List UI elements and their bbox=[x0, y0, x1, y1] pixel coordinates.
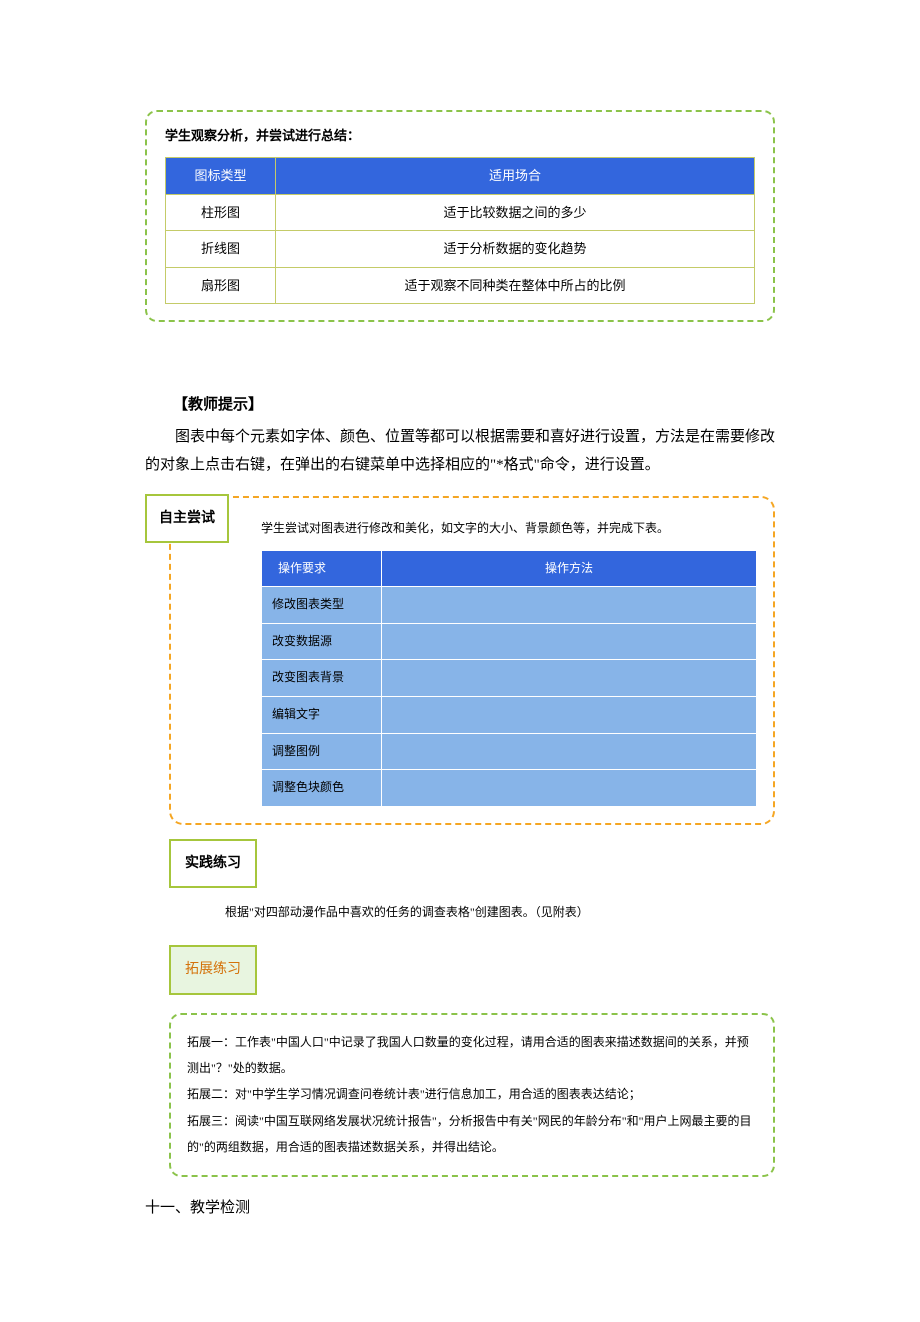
observation-title: 学生观察分析，并尝试进行总结： bbox=[165, 124, 755, 147]
operations-table: 操作要求 操作方法 修改图表类型 改变数据源 改变图表背景 编 bbox=[261, 550, 757, 807]
table-row: 扇形图 适于观察不同种类在整体中所占的比例 bbox=[166, 267, 755, 303]
practice-label: 实践练习 bbox=[169, 839, 257, 888]
extension-label: 拓展练习 bbox=[169, 945, 257, 994]
extension-item: 拓展一：工作表"中国人口"中记录了我国人口数量的变化过程，请用合适的图表来描述数… bbox=[187, 1029, 757, 1082]
table-row: 修改图表类型 bbox=[262, 587, 757, 624]
self-try-box: 学生尝试对图表进行修改和美化，如文字的大小、背景颜色等，并完成下表。 操作要求 … bbox=[169, 496, 775, 825]
cell-op-req: 改变图表背景 bbox=[262, 660, 382, 697]
cell-use-case: 适于观察不同种类在整体中所占的比例 bbox=[276, 267, 755, 303]
table-row: 调整图例 bbox=[262, 733, 757, 770]
extension-box: 拓展一：工作表"中国人口"中记录了我国人口数量的变化过程，请用合适的图表来描述数… bbox=[169, 1013, 775, 1177]
cell-op-req: 改变数据源 bbox=[262, 623, 382, 660]
table-header-row: 图标类型 适用场合 bbox=[166, 158, 755, 194]
cell-op-req: 调整图例 bbox=[262, 733, 382, 770]
header-use-case: 适用场合 bbox=[276, 158, 755, 194]
cell-op-method bbox=[382, 696, 757, 733]
table-row: 改变图表背景 bbox=[262, 660, 757, 697]
practice-note: 根据"对四部动漫作品中喜欢的任务的调查表格"创建图表。（见附表） bbox=[145, 902, 775, 924]
cell-op-method bbox=[382, 587, 757, 624]
cell-op-method bbox=[382, 770, 757, 807]
table-row: 改变数据源 bbox=[262, 623, 757, 660]
self-try-tab: 自主尝试 bbox=[145, 494, 229, 543]
cell-chart-type: 柱形图 bbox=[166, 194, 276, 230]
table-row: 调整色块颜色 bbox=[262, 770, 757, 807]
header-op-method: 操作方法 bbox=[382, 550, 757, 587]
cell-use-case: 适于分析数据的变化趋势 bbox=[276, 231, 755, 267]
cell-op-method bbox=[382, 660, 757, 697]
extension-item: 拓展二：对"中学生学习情况调查问卷统计表"进行信息加工，用合适的图表表达结论； bbox=[187, 1081, 757, 1107]
cell-op-req: 调整色块颜色 bbox=[262, 770, 382, 807]
chart-types-table: 图标类型 适用场合 柱形图 适于比较数据之间的多少 折线图 适于分析数据的变化趋… bbox=[165, 157, 755, 304]
cell-use-case: 适于比较数据之间的多少 bbox=[276, 194, 755, 230]
cell-op-method bbox=[382, 623, 757, 660]
observation-box: 学生观察分析，并尝试进行总结： 图标类型 适用场合 柱形图 适于比较数据之间的多… bbox=[145, 110, 775, 322]
extension-item: 拓展三：阅读"中国互联网络发展状况统计报告"，分析报告中有关"网民的年龄分布"和… bbox=[187, 1108, 757, 1161]
teacher-hint-paragraph: 图表中每个元素如字体、颜色、位置等都可以根据需要和喜好进行设置，方法是在需要修改… bbox=[145, 423, 775, 480]
table-row: 柱形图 适于比较数据之间的多少 bbox=[166, 194, 755, 230]
cell-op-method bbox=[382, 733, 757, 770]
self-try-description: 学生尝试对图表进行修改和美化，如文字的大小、背景颜色等，并完成下表。 bbox=[261, 512, 757, 540]
table-header-row: 操作要求 操作方法 bbox=[262, 550, 757, 587]
section-heading: 十一、教学检测 bbox=[145, 1195, 775, 1222]
cell-op-req: 编辑文字 bbox=[262, 696, 382, 733]
table-row: 编辑文字 bbox=[262, 696, 757, 733]
cell-op-req: 修改图表类型 bbox=[262, 587, 382, 624]
cell-chart-type: 扇形图 bbox=[166, 267, 276, 303]
teacher-hint-label: 【教师提示】 bbox=[145, 392, 775, 419]
header-op-req: 操作要求 bbox=[262, 550, 382, 587]
table-row: 折线图 适于分析数据的变化趋势 bbox=[166, 231, 755, 267]
self-try-wrapper: 自主尝试 学生尝试对图表进行修改和美化，如文字的大小、背景颜色等，并完成下表。 … bbox=[145, 496, 775, 825]
cell-chart-type: 折线图 bbox=[166, 231, 276, 267]
header-chart-type: 图标类型 bbox=[166, 158, 276, 194]
